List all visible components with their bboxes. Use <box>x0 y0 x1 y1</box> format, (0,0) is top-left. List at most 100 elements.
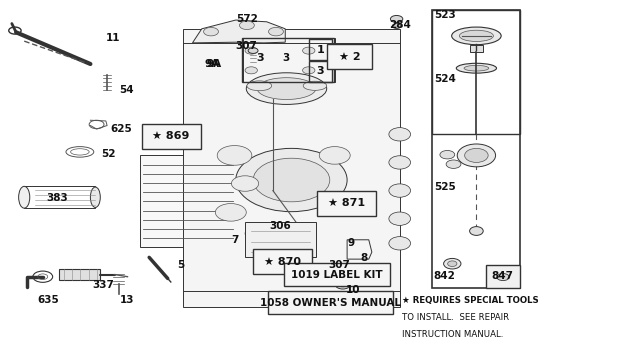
Circle shape <box>245 226 270 240</box>
Ellipse shape <box>448 261 457 267</box>
Ellipse shape <box>444 258 461 269</box>
Circle shape <box>231 176 259 191</box>
Polygon shape <box>192 20 285 43</box>
Text: 306: 306 <box>270 221 291 232</box>
Circle shape <box>248 48 258 53</box>
Bar <box>309 61 332 82</box>
Ellipse shape <box>19 186 30 208</box>
Text: TO INSTALL.  SEE REPAIR: TO INSTALL. SEE REPAIR <box>402 313 508 322</box>
Circle shape <box>319 146 350 164</box>
Circle shape <box>391 16 403 23</box>
Text: 847: 847 <box>491 271 513 281</box>
Text: 572: 572 <box>236 14 258 24</box>
Ellipse shape <box>389 156 410 169</box>
Circle shape <box>236 148 347 212</box>
Circle shape <box>303 67 315 74</box>
Circle shape <box>253 158 330 202</box>
Bar <box>242 38 334 82</box>
Text: ★ 870: ★ 870 <box>264 257 301 267</box>
Bar <box>140 155 236 247</box>
Bar <box>317 191 376 216</box>
Circle shape <box>440 150 454 159</box>
Circle shape <box>497 274 509 281</box>
Text: 8: 8 <box>361 253 368 263</box>
Text: 524: 524 <box>434 74 456 84</box>
Text: 635: 635 <box>38 295 60 305</box>
Text: 337: 337 <box>92 281 114 291</box>
Bar <box>60 269 100 280</box>
Circle shape <box>215 204 246 221</box>
Ellipse shape <box>389 237 410 250</box>
Text: 1019 LABEL KIT: 1019 LABEL KIT <box>291 270 383 280</box>
Text: ★ 2: ★ 2 <box>339 52 360 62</box>
Ellipse shape <box>246 73 327 104</box>
Circle shape <box>245 67 257 74</box>
Text: 284: 284 <box>389 20 411 30</box>
Circle shape <box>303 47 315 54</box>
Ellipse shape <box>464 148 488 162</box>
Bar <box>327 44 372 69</box>
Text: ★ 869: ★ 869 <box>153 131 190 142</box>
Text: 307: 307 <box>329 260 350 270</box>
Text: ★ REQUIRES SPECIAL TOOLS: ★ REQUIRES SPECIAL TOOLS <box>402 296 538 305</box>
Ellipse shape <box>389 212 410 225</box>
Circle shape <box>318 201 345 217</box>
Bar <box>245 222 316 257</box>
Ellipse shape <box>389 128 410 141</box>
Text: 525: 525 <box>434 182 456 192</box>
Text: INSTRUCTION MANUAL.: INSTRUCTION MANUAL. <box>402 329 503 339</box>
Ellipse shape <box>389 184 410 197</box>
Text: 383: 383 <box>46 193 68 203</box>
Bar <box>485 265 520 288</box>
Bar <box>433 10 520 133</box>
Text: 3: 3 <box>282 53 290 62</box>
Text: ★ 871: ★ 871 <box>328 198 365 208</box>
Bar <box>243 38 335 82</box>
Text: 523: 523 <box>434 10 456 20</box>
Text: 5: 5 <box>177 260 184 270</box>
Text: 307: 307 <box>236 41 258 52</box>
Ellipse shape <box>257 78 316 100</box>
Circle shape <box>446 160 461 168</box>
Text: 10: 10 <box>346 285 360 295</box>
Ellipse shape <box>247 81 272 91</box>
Circle shape <box>217 145 252 165</box>
Bar <box>433 10 520 288</box>
Bar <box>268 292 393 314</box>
Bar <box>284 263 391 286</box>
Text: 9: 9 <box>347 238 354 248</box>
Ellipse shape <box>91 187 100 208</box>
Text: 13: 13 <box>120 295 134 305</box>
Ellipse shape <box>451 27 501 44</box>
Text: 9A: 9A <box>205 59 220 69</box>
Text: 3: 3 <box>317 66 324 76</box>
Bar <box>469 45 483 52</box>
Text: 1058 OWNER'S MANUAL: 1058 OWNER'S MANUAL <box>260 298 401 308</box>
Circle shape <box>392 24 401 29</box>
Bar <box>142 124 200 149</box>
Text: 842: 842 <box>434 271 456 281</box>
Text: 9A: 9A <box>206 59 221 69</box>
Text: 7: 7 <box>231 235 239 245</box>
Ellipse shape <box>469 227 483 235</box>
Circle shape <box>203 28 218 36</box>
Ellipse shape <box>303 81 327 90</box>
Text: 54: 54 <box>120 85 134 95</box>
Text: eReplacementParts.com: eReplacementParts.com <box>167 169 354 184</box>
Circle shape <box>339 283 347 287</box>
Circle shape <box>239 21 254 30</box>
Ellipse shape <box>456 63 497 73</box>
Circle shape <box>268 28 283 36</box>
Bar <box>309 39 332 60</box>
Text: 3: 3 <box>257 53 264 62</box>
Bar <box>253 249 312 274</box>
Ellipse shape <box>464 65 489 71</box>
Text: 625: 625 <box>111 124 133 134</box>
Text: 11: 11 <box>106 32 120 43</box>
Ellipse shape <box>459 30 494 42</box>
Text: 52: 52 <box>101 149 115 158</box>
Bar <box>183 29 400 307</box>
Circle shape <box>245 47 257 54</box>
Text: 1: 1 <box>317 44 324 55</box>
Circle shape <box>335 281 350 289</box>
